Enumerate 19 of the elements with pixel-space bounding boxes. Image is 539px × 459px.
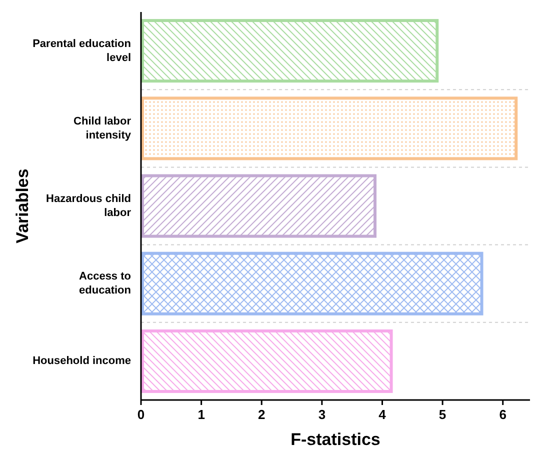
x-tick-label: 2 xyxy=(258,407,266,422)
y-tick-label: Hazardous child labor xyxy=(46,192,132,219)
bar xyxy=(141,252,484,316)
bar xyxy=(141,96,518,160)
x-tick-label: 1 xyxy=(198,407,205,422)
x-tick-label: 5 xyxy=(438,407,446,422)
y-axis-title: Variables xyxy=(13,168,32,244)
bar xyxy=(141,174,377,238)
y-tick-label: Access to education xyxy=(79,270,132,297)
y-tick-label: Household income xyxy=(32,355,131,368)
x-tick-label: 6 xyxy=(499,407,506,422)
y-tick-label: Child labor intensity xyxy=(74,115,132,142)
y-tick-label: Parental education level xyxy=(32,38,132,64)
x-tick-label: 0 xyxy=(137,407,145,422)
bar xyxy=(141,329,393,393)
x-tick-label: 4 xyxy=(378,407,387,422)
x-tick-label: 3 xyxy=(318,407,326,422)
bar xyxy=(141,19,439,83)
x-axis-title: F-statistics xyxy=(290,430,380,449)
